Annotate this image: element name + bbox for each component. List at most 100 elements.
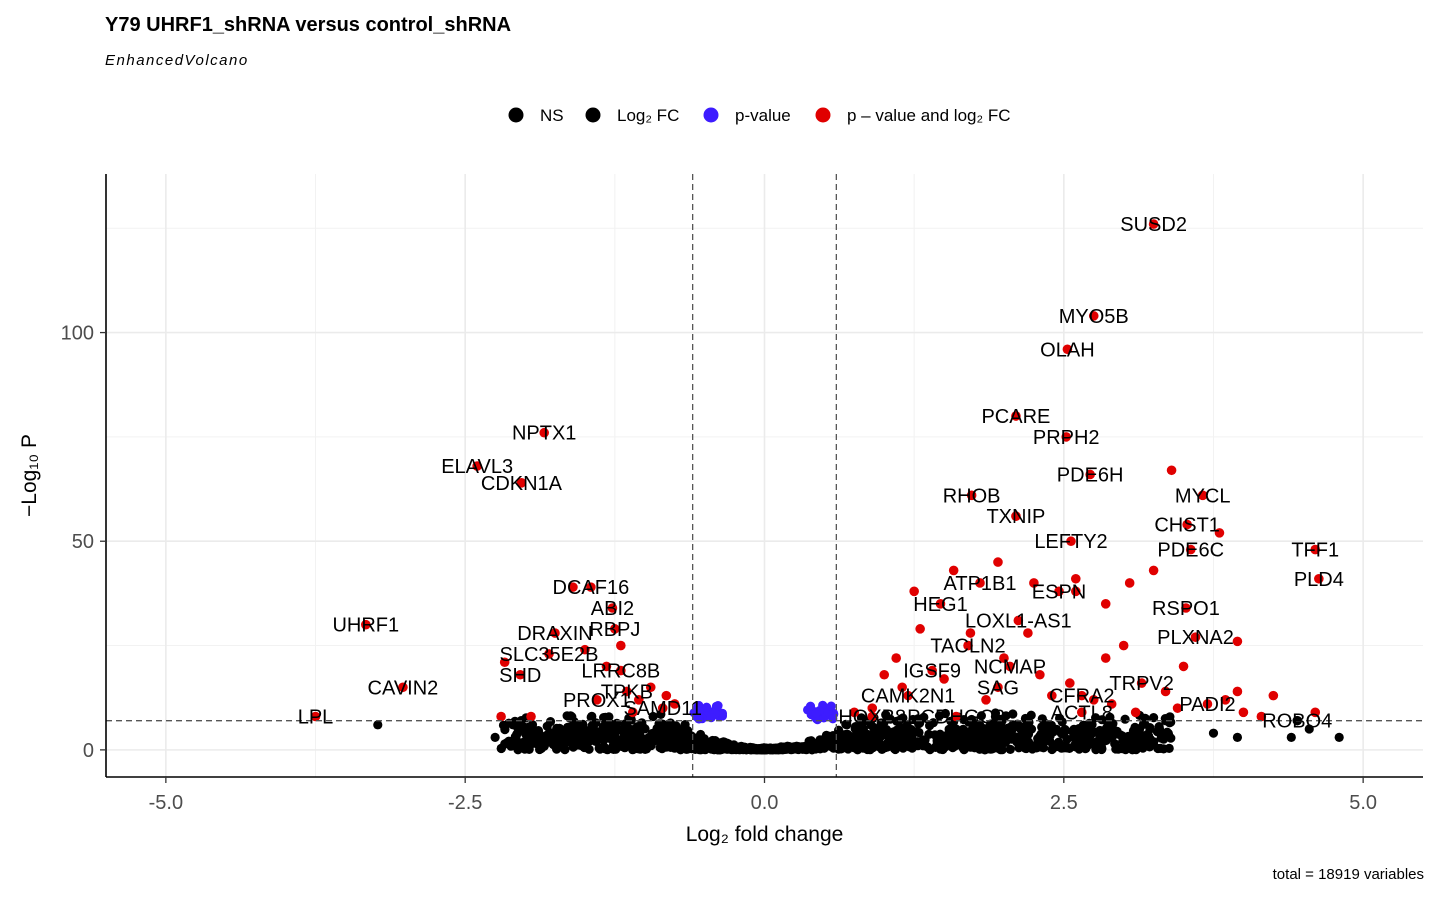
significant-point xyxy=(645,682,656,693)
gene-point xyxy=(1011,411,1021,421)
significant-point xyxy=(1106,699,1117,709)
ns-point xyxy=(961,741,971,751)
gene-point xyxy=(1088,311,1099,321)
pvalue-point xyxy=(713,701,723,711)
significant-point xyxy=(1166,465,1177,476)
ns-point xyxy=(594,743,604,753)
ns-point xyxy=(995,724,1005,734)
significant-point xyxy=(867,703,878,713)
gene-label: CFRA2 xyxy=(1049,686,1115,708)
ns-point xyxy=(835,728,845,739)
significant-point xyxy=(999,653,1009,663)
cutoff-lines xyxy=(106,174,1423,777)
ns-point xyxy=(522,743,532,753)
gene-point xyxy=(927,665,937,676)
ns-point xyxy=(545,717,556,727)
ns-point xyxy=(995,745,1006,755)
significant-point xyxy=(909,586,919,597)
gene-label: DRAXIN xyxy=(517,623,593,645)
ns-point xyxy=(1062,734,1072,744)
ns-point xyxy=(854,725,865,735)
ns-point xyxy=(975,736,985,746)
gene-point xyxy=(966,490,977,501)
ns-point xyxy=(654,719,664,729)
ns-point xyxy=(1047,744,1057,755)
chart-title: Y79 UHRF1_shRNA versus control_shRNA xyxy=(105,14,512,36)
ns-point xyxy=(1105,712,1115,722)
ns-point xyxy=(1013,734,1024,744)
gene-point xyxy=(1013,615,1024,626)
ns-point xyxy=(566,711,576,721)
ns-point xyxy=(906,726,916,737)
ns-point xyxy=(606,719,616,729)
significant-point xyxy=(526,711,536,722)
significant-point xyxy=(1160,686,1171,697)
gene-label: RSPO1 xyxy=(1152,598,1220,620)
ns-point xyxy=(1060,743,1070,753)
significant-point xyxy=(1035,669,1045,680)
gene-label: OLAH xyxy=(1040,339,1094,361)
gene-label: LPL xyxy=(298,706,334,728)
x-tick-label: 0.0 xyxy=(751,792,779,814)
ns-point xyxy=(821,732,831,742)
ns-point xyxy=(889,743,899,754)
gene-label: NCMAP xyxy=(974,656,1046,678)
ns-point xyxy=(949,739,959,749)
gene-label: CDKN1A xyxy=(481,473,563,495)
ns-point xyxy=(853,737,864,747)
gene-label: TFF1 xyxy=(1291,540,1339,562)
ns-point xyxy=(1118,736,1128,746)
gene-point xyxy=(993,682,1003,693)
significant-point xyxy=(1124,578,1135,588)
ns-point xyxy=(986,719,996,729)
ns-point xyxy=(532,728,542,738)
significant-point xyxy=(1220,694,1231,705)
ns-point xyxy=(1107,732,1117,742)
ns-point xyxy=(648,711,658,722)
ns-point xyxy=(490,732,500,742)
significant-point xyxy=(1029,578,1039,588)
gene-label: HOXB8 xyxy=(838,706,906,728)
ns-point xyxy=(1072,742,1082,752)
x-tick-label: -2.5 xyxy=(448,792,482,814)
chart-subtitle: EnhancedVolcano xyxy=(105,52,249,69)
ns-point xyxy=(898,743,908,753)
ns-point xyxy=(924,729,934,740)
legend-marker xyxy=(703,107,719,123)
x-tick-label: 2.5 xyxy=(1050,792,1078,814)
x-tick-label: -5.0 xyxy=(149,792,183,814)
gene-point xyxy=(1061,432,1072,442)
ns-point xyxy=(842,729,853,739)
ns-point xyxy=(808,738,819,749)
gene-label: PCARE xyxy=(981,406,1050,428)
significant-point xyxy=(1232,686,1243,697)
ns-point xyxy=(1084,733,1094,743)
gene-point xyxy=(1314,573,1324,584)
ns-point xyxy=(566,727,576,737)
ns-point xyxy=(1113,744,1123,754)
ns-point xyxy=(591,736,601,746)
ns-point xyxy=(527,720,538,730)
significant-point xyxy=(1214,528,1225,538)
gene-point xyxy=(1148,219,1159,229)
x-tick-label: 5.0 xyxy=(1349,792,1377,814)
ns-point xyxy=(976,711,987,721)
significant-point xyxy=(1178,661,1189,672)
y-tick-label: 50 xyxy=(72,531,94,553)
gene-label: LRRC8B xyxy=(581,661,660,683)
gene-label: ATP1B1 xyxy=(944,573,1017,595)
ns-point xyxy=(622,739,632,749)
gene-point xyxy=(539,427,550,438)
ns-point xyxy=(552,729,562,739)
significant-point xyxy=(496,711,506,722)
significant-point xyxy=(891,653,901,663)
significant-point xyxy=(1023,628,1033,638)
ns-point xyxy=(762,744,772,754)
gene-label: ELAVL3 xyxy=(441,456,513,478)
gene-label: ACTL8 xyxy=(1051,702,1113,724)
significant-point xyxy=(1238,707,1249,718)
gene-point xyxy=(310,711,321,722)
gene-labels: SUSD2 MYO5B OLAH PCARE NPTX1 PRPH2 ELAVL3 PDE6H… xyxy=(298,214,1344,733)
ns-point xyxy=(666,742,676,753)
gene-label: SHD xyxy=(499,665,541,687)
